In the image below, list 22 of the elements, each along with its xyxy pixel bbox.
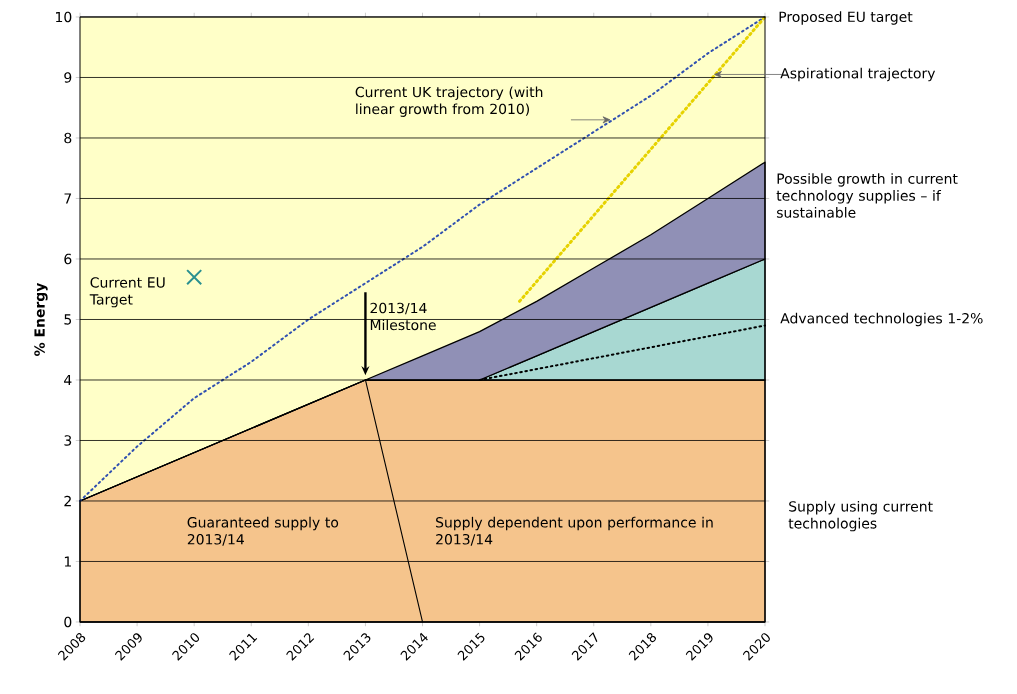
y-tick-label: 7: [64, 193, 72, 204]
y-tick-label: 8: [64, 132, 72, 144]
y-tick-label: 4: [64, 374, 72, 386]
y-tick-label: 9: [64, 72, 72, 83]
y-tick-label: 1: [64, 556, 71, 567]
y-tick-label: 10: [56, 11, 72, 23]
legend-label: Advanced technologies 1-2%: [780, 312, 983, 327]
y-tick-label: 6: [64, 253, 72, 265]
text: Current UK trajectory (with linear growth from 2010): [355, 86, 543, 117]
y-axis-title: % Energy: [34, 282, 48, 356]
y-tick-label: 0: [64, 616, 72, 628]
legend-label: Supply using current technologies: [788, 500, 933, 532]
annotation: Guaranteed supply to 2013/14: [187, 516, 339, 546]
annotation: Proposed EU target: [779, 11, 913, 25]
y-tick-label: 5: [64, 314, 72, 325]
y-tick-label: 3: [64, 435, 72, 446]
text: Aspirational trajectory: [780, 67, 936, 82]
annotation: 2013/14 Milestone: [370, 302, 436, 331]
annotation: Supply dependent upon performance in 2013/14: [436, 516, 713, 546]
y-tick-label: 2: [64, 495, 71, 507]
legend-label: Possible growth in current technology supplies – if sustainable: [776, 173, 958, 218]
series-label: Current EU Target: [89, 277, 165, 308]
